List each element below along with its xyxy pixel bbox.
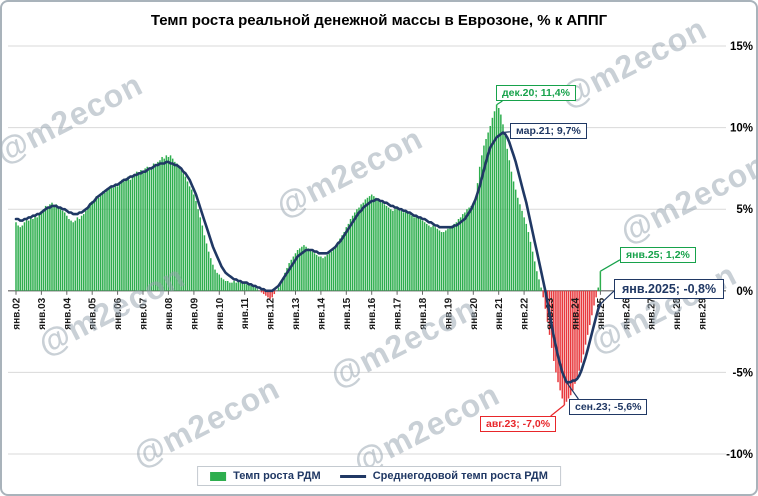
x-tick-label: янв.25 bbox=[596, 297, 607, 329]
y-tick-label: -5% bbox=[733, 367, 753, 379]
y-tick-label: 15% bbox=[730, 41, 753, 53]
x-tick-label: янв.20 bbox=[469, 297, 480, 329]
x-tick-label: янв.21 bbox=[494, 297, 505, 329]
x-tick-label: янв.27 bbox=[647, 297, 658, 329]
x-tick-label: янв.02 bbox=[12, 297, 23, 329]
x-tick-label: янв.17 bbox=[393, 297, 404, 329]
x-tick-label: янв.04 bbox=[62, 297, 73, 329]
x-tick-label: янв.16 bbox=[367, 297, 378, 329]
legend-line-swatch bbox=[339, 474, 366, 478]
y-tick-label: -10% bbox=[726, 449, 753, 461]
x-tick-label: янв.03 bbox=[37, 297, 48, 329]
x-tick-label: янв.28 bbox=[672, 297, 683, 329]
x-tick-label: янв.19 bbox=[443, 297, 454, 329]
annotation-leaders bbox=[496, 100, 621, 417]
x-axis-labels: янв.02 янв.03 янв.04 янв.05 янв.06 янв.07 янв.… bbox=[12, 297, 709, 329]
x-tick-label: янв.12 bbox=[266, 297, 277, 329]
annotation-bar-min: авг.23; -7,0% bbox=[480, 416, 557, 432]
x-tick-label: янв.08 bbox=[164, 297, 175, 329]
x-tick-label: янв.18 bbox=[418, 297, 429, 329]
x-tick-label: янв.10 bbox=[215, 297, 226, 329]
annotation-line-last: янв.2025; -0,8% bbox=[614, 279, 725, 299]
y-tick-label: 5% bbox=[736, 204, 753, 216]
annotation-bar-peak: дек.20; 11,4% bbox=[496, 85, 576, 101]
bar-series bbox=[15, 104, 602, 406]
x-tick-label: янв.05 bbox=[88, 297, 99, 329]
y-tick-label: 10% bbox=[730, 123, 753, 135]
legend-bar-swatch bbox=[210, 471, 227, 481]
y-tick-label: 0% bbox=[736, 286, 753, 298]
x-tick-label: янв.26 bbox=[621, 297, 632, 329]
y-axis-labels: 15% 10% 5% 0% -5% -10% bbox=[726, 41, 753, 461]
x-tick-label: янв.14 bbox=[316, 297, 327, 329]
legend-bar-label: Темп роста РДМ bbox=[233, 470, 321, 482]
x-tick-label: янв.09 bbox=[189, 297, 200, 329]
chart-title: Темп роста реальной денежной массы в Евр… bbox=[150, 12, 608, 29]
x-tick-label: янв.06 bbox=[113, 297, 124, 329]
x-tick-label: янв.29 bbox=[698, 297, 709, 329]
legend-line-label: Среднегодовой темп роста РДМ bbox=[372, 470, 548, 482]
x-tick-label: янв.24 bbox=[571, 297, 582, 329]
annotation-bar-last: янв.25; 1,2% bbox=[620, 247, 696, 263]
annotation-line-peak: мар.21; 9,7% bbox=[510, 123, 587, 139]
legend: Темп роста РДМ Среднегодовой темп роста … bbox=[197, 466, 561, 486]
x-tick-label: янв.13 bbox=[291, 297, 302, 329]
x-tick-label: янв.07 bbox=[139, 297, 150, 329]
annotation-line-min: сен.23; -5,6% bbox=[569, 399, 648, 415]
x-tick-label: янв.15 bbox=[342, 297, 353, 329]
x-tick-label: янв.11 bbox=[240, 297, 251, 329]
x-tick-label: янв.22 bbox=[520, 297, 531, 329]
